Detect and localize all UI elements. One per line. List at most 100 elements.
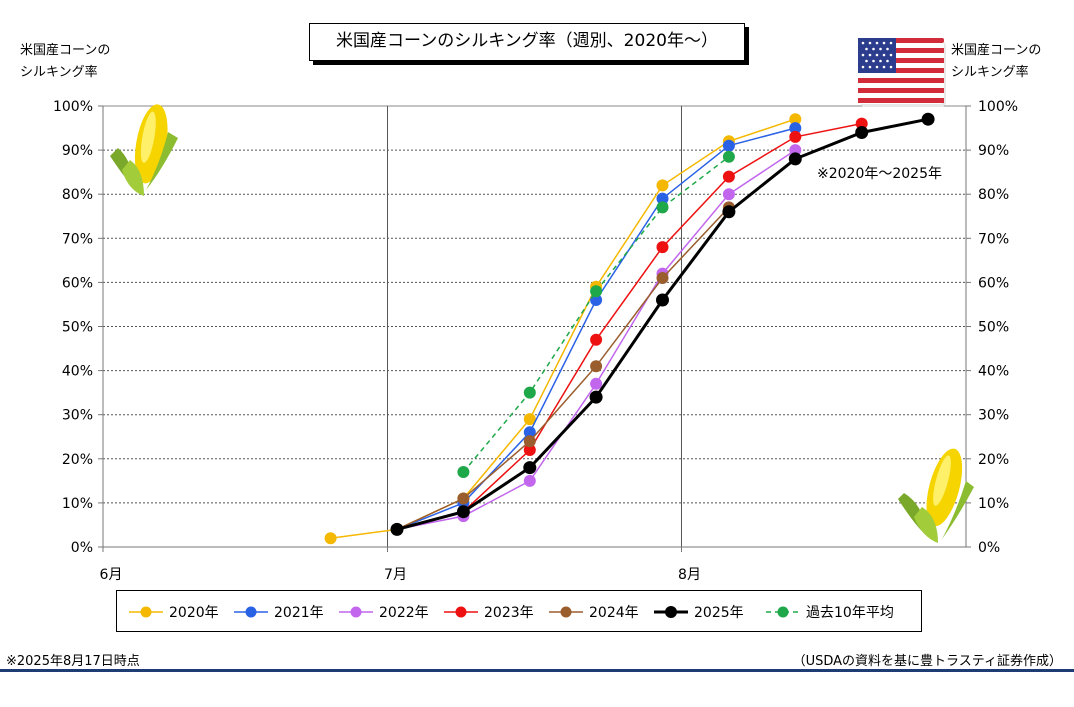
data-point: [656, 179, 669, 192]
data-point: [656, 241, 669, 254]
legend: 2020年 2021年 2022年 2023年 2024年 2025年 過去10年平均: [116, 590, 922, 632]
data-point: [590, 285, 603, 298]
x-tick-label: 6月: [100, 567, 123, 583]
legend-label: 過去10年平均: [806, 605, 894, 621]
us-flag-icon: [858, 38, 946, 107]
series-line: [396, 127, 796, 531]
legend-item: 2023年: [444, 605, 534, 621]
legend-item: 過去10年平均: [766, 605, 894, 621]
period-note: ※2020年～2025年: [817, 166, 942, 182]
data-point: [457, 466, 470, 478]
data-point: [789, 113, 802, 126]
legend-marker: [777, 606, 789, 618]
data-point: [457, 492, 470, 505]
series-line: [396, 206, 730, 531]
y-tick-label-left: 40%: [62, 364, 93, 380]
data-point: [523, 426, 536, 439]
data-point: [590, 360, 603, 373]
y-tick-label-left: 90%: [62, 143, 93, 159]
y-tick-label-right: 70%: [978, 231, 1009, 247]
source-footnote: （USDAの資料を基に豊トラスティ証券作成）: [792, 654, 1062, 669]
data-point: [523, 435, 536, 448]
series-6: [457, 150, 735, 478]
corn-icon: [110, 104, 178, 196]
footer-divider: [0, 669, 1074, 672]
line-chart: 0% 0% 10% 10% 20% 20% 30% 30% 40% 40% 50% 50% 60% 60%…: [53, 38, 1018, 583]
y-axis-caption-left: 米国産コーンの シルキング率: [20, 40, 110, 84]
series-line: [330, 118, 796, 539]
legend-entries: 2020年 2021年 2022年 2023年 2024年 2025年 過去10年平均: [129, 605, 894, 621]
legend-marker: [245, 606, 257, 618]
data-point: [855, 126, 869, 139]
data-point: [656, 192, 669, 205]
y-axis-caption-right-line1: 米国産コーンの: [951, 43, 1042, 58]
data-point: [789, 144, 802, 157]
legend-label: 2024年: [589, 605, 639, 621]
series-line: [462, 156, 730, 473]
data-point: [589, 390, 603, 404]
y-tick-label-left: 30%: [62, 408, 93, 424]
data-point: [523, 474, 536, 487]
x-tick-label: 7月: [384, 567, 407, 583]
data-point: [722, 139, 735, 152]
data-point: [656, 293, 669, 307]
legend-label: 2021年: [274, 605, 324, 621]
y-tick-label-left: 60%: [62, 275, 93, 291]
y-tick-label-right: 60%: [978, 275, 1009, 291]
legend-marker: [560, 606, 572, 618]
data-point: [788, 152, 802, 166]
legend-label: 2020年: [169, 605, 219, 621]
data-point: [722, 150, 735, 163]
data-point: [789, 122, 802, 135]
legend-item: 2025年: [654, 605, 744, 621]
data-point: [722, 205, 736, 219]
series-1: [391, 122, 802, 536]
y-tick-label-right: 10%: [978, 496, 1009, 512]
data-point: [921, 112, 935, 126]
y-tick-label-right: 20%: [978, 452, 1009, 468]
data-point: [590, 333, 603, 346]
data-point: [324, 532, 337, 545]
data-point: [523, 444, 536, 456]
data-point: [722, 188, 735, 201]
y-tick-label-left: 100%: [53, 99, 93, 115]
y-tick-label-left: 0%: [71, 540, 93, 556]
y-tick-label-left: 80%: [62, 187, 93, 203]
data-point: [523, 461, 537, 475]
y-tick-label-right: 0%: [978, 540, 1000, 556]
y-axis-caption-left-line2: シルキング率: [20, 65, 98, 80]
series-5: [390, 112, 935, 536]
y-tick-label-right: 100%: [978, 99, 1018, 115]
y-tick-label-right: 80%: [978, 187, 1009, 203]
y-tick-label-right: 90%: [978, 143, 1009, 159]
data-point: [523, 413, 536, 426]
legend-marker: [665, 606, 677, 618]
y-tick-label-left: 10%: [62, 496, 93, 512]
y-axis-caption-right: 米国産コーンの シルキング率: [951, 40, 1041, 84]
legend-item: 2022年: [339, 605, 429, 621]
legend-label: 2023年: [484, 605, 534, 621]
series-4: [391, 201, 735, 536]
y-axis-caption-left-line1: 米国産コーンの: [20, 43, 111, 58]
data-point: [656, 272, 669, 284]
legend-item: 2024年: [549, 605, 639, 621]
y-tick-label-left: 70%: [62, 231, 93, 247]
data-point: [590, 377, 603, 390]
series-line: [396, 122, 862, 531]
x-tick-label: 8月: [678, 567, 701, 583]
y-tick-label-right: 40%: [978, 364, 1009, 380]
chart-title: 米国産コーンのシルキング率（週別、2020年～）: [309, 23, 745, 61]
y-tick-label-right: 50%: [978, 320, 1009, 336]
data-point: [789, 130, 802, 143]
legend-marker: [350, 606, 362, 618]
corn-icon: [898, 448, 974, 543]
y-axis-caption-right-line2: シルキング率: [951, 65, 1029, 80]
series-layer: [324, 112, 935, 545]
legend-label: 2022年: [379, 605, 429, 621]
y-tick-label-left: 20%: [62, 452, 93, 468]
data-point: [855, 117, 868, 130]
legend-item: 2021年: [234, 605, 324, 621]
legend-marker: [140, 606, 152, 618]
data-point: [523, 386, 536, 399]
data-point: [390, 522, 404, 536]
